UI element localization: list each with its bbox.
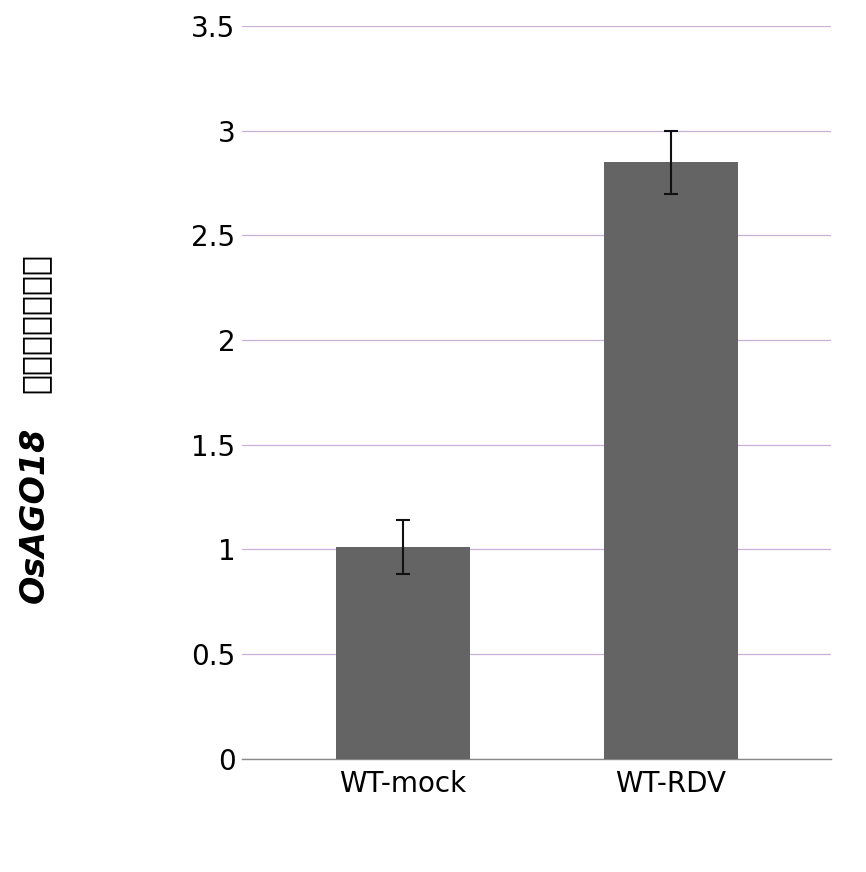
Bar: [336, 548, 470, 759]
Text: 基因相对表达量: 基因相对表达量: [18, 253, 51, 392]
Bar: [604, 162, 738, 759]
Text: OsAGO18: OsAGO18: [18, 426, 51, 603]
